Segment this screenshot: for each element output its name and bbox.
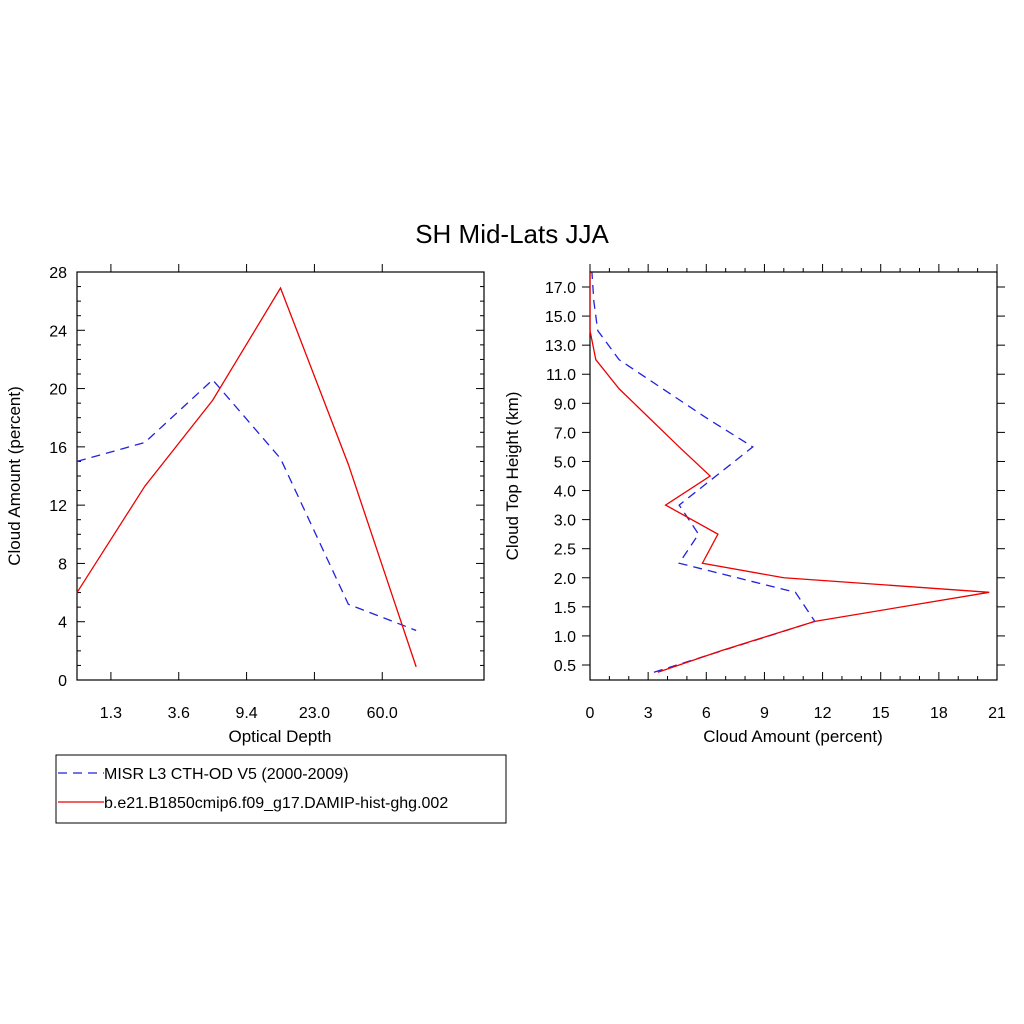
left-y-tick-label: 8	[58, 556, 67, 573]
left-x-tick-label: 9.4	[235, 705, 257, 722]
left-ticks: 0 4 8 12 16 20 24 28 1.3 3.6 9.4 23.0 60.0	[49, 264, 484, 722]
right-xlabel: Cloud Amount (percent)	[703, 727, 883, 746]
right-y-tick-label: 4.0	[554, 484, 576, 501]
left-ylabel: Cloud Amount (percent)	[5, 386, 24, 566]
right-series-model	[589, 272, 990, 673]
right-x-tick-label: 9	[760, 705, 769, 722]
right-series	[589, 272, 990, 673]
chart-title: SH Mid-Lats JJA	[415, 219, 609, 249]
left-plot-frame	[76, 271, 485, 681]
right-y-tick-label: 1.5	[554, 600, 576, 617]
left-y-tick-label: 28	[49, 265, 67, 282]
left-y-tick-label: 12	[49, 498, 67, 515]
right-y-tick-label: 17.0	[545, 280, 576, 297]
right-series-obs	[591, 272, 816, 673]
left-series	[76, 286, 417, 668]
right-y-tick-label: 1.0	[554, 629, 576, 646]
left-series-obs	[76, 378, 417, 632]
right-x-tick-label: 0	[586, 705, 595, 722]
legend: MISR L3 CTH-OD V5 (2000-2009) b.e21.B185…	[55, 754, 507, 824]
right-x-tick-label: 12	[814, 705, 832, 722]
left-x-tick-label: 60.0	[367, 705, 398, 722]
left-x-tick-label: 3.6	[168, 705, 190, 722]
left-panel: 0 4 8 12 16 20 24 28 1.3 3.6 9.4 23.0 60.0 Optical D…	[5, 264, 485, 746]
legend-label-model: b.e21.B1850cmip6.f09_g17.DAMIP-hist-ghg.…	[104, 795, 448, 812]
right-y-tick-label: 7.0	[554, 425, 576, 442]
right-y-tick-label: 13.0	[545, 338, 576, 355]
right-y-tick-label: 2.5	[554, 542, 576, 559]
left-series-model	[76, 286, 417, 668]
legend-box	[55, 754, 507, 824]
right-ticks: 0.5 1.0 1.5 2.0 2.5 3.0 4.0 5.0 7.0 9.0 11.0 13.0 15…	[545, 264, 1006, 722]
right-x-tick-label: 21	[988, 705, 1006, 722]
right-ylabel: Cloud Top Height (km)	[503, 392, 522, 561]
right-y-tick-label: 0.5	[554, 658, 576, 675]
left-xlabel: Optical Depth	[229, 727, 332, 746]
right-y-tick-label: 5.0	[554, 454, 576, 471]
left-y-tick-label: 24	[49, 323, 67, 340]
right-x-tick-label: 15	[872, 705, 890, 722]
right-plot-frame	[589, 271, 998, 681]
left-y-tick-label: 4	[58, 615, 67, 632]
right-y-tick-label: 9.0	[554, 396, 576, 413]
right-x-tick-label: 18	[930, 705, 948, 722]
left-x-tick-label: 23.0	[299, 705, 330, 722]
left-x-tick-label: 1.3	[100, 705, 122, 722]
left-y-tick-label: 20	[49, 382, 67, 399]
right-y-tick-label: 15.0	[545, 309, 576, 326]
right-y-tick-label: 11.0	[546, 367, 576, 384]
left-y-tick-label: 16	[49, 440, 67, 457]
right-y-tick-label: 3.0	[554, 513, 576, 530]
right-x-tick-label: 3	[644, 705, 653, 722]
left-y-tick-label: 0	[58, 673, 67, 690]
right-panel: 0.5 1.0 1.5 2.0 2.5 3.0 4.0 5.0 7.0 9.0 11.0 13.0 15…	[503, 264, 1006, 746]
right-y-tick-label: 2.0	[554, 571, 576, 588]
legend-label-obs: MISR L3 CTH-OD V5 (2000-2009)	[104, 766, 349, 783]
right-x-tick-label: 6	[702, 705, 711, 722]
